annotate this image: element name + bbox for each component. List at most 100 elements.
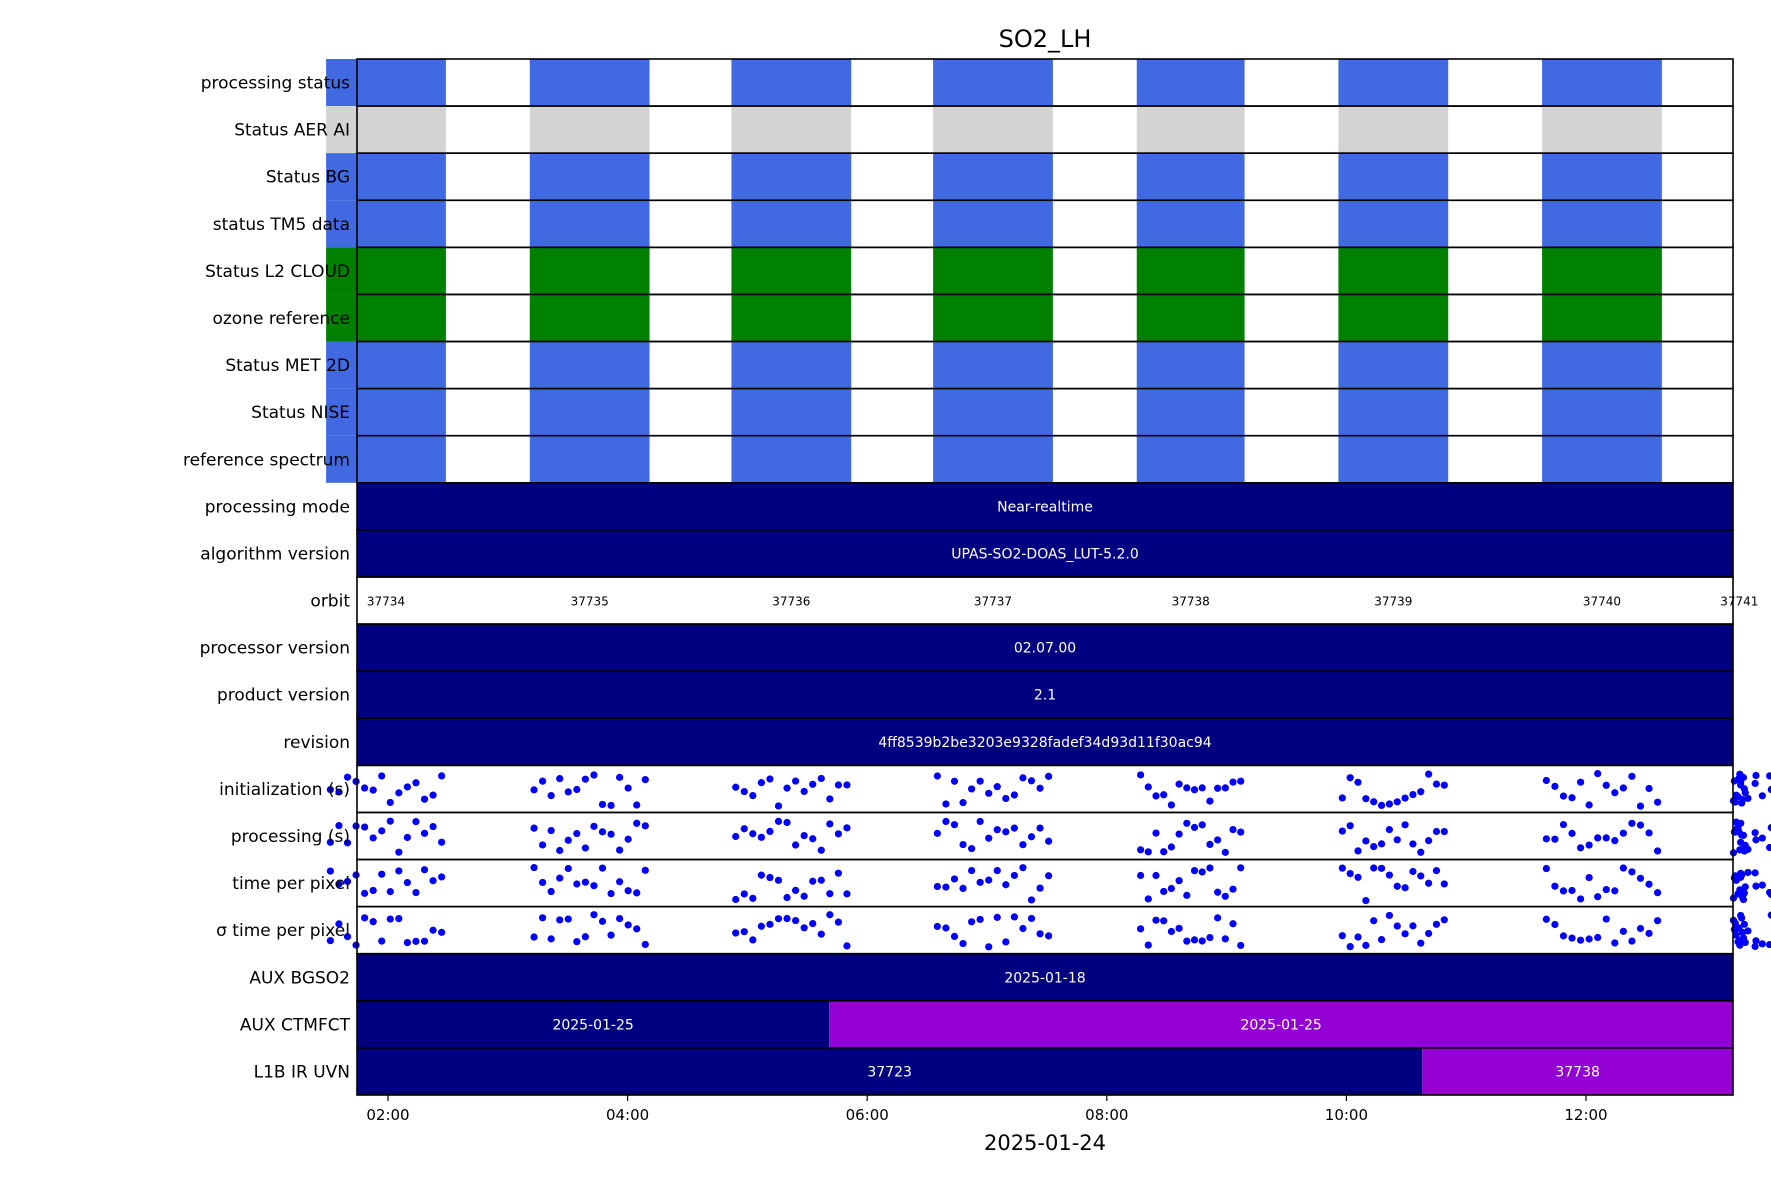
scatter-point: [378, 937, 386, 945]
scatter-point: [1653, 798, 1662, 806]
status-cell: [731, 388, 852, 436]
status-cell: [731, 435, 852, 483]
scatter-point: [1645, 880, 1653, 888]
row-10: UPAS-SO2-DOAS_LUT-5.2.0: [356, 529, 1734, 578]
scatter-point: [641, 940, 649, 949]
scatter-point: [386, 817, 394, 825]
scatter-point: [1766, 843, 1771, 852]
scatter-point: [1401, 884, 1409, 892]
status-cell: [1136, 59, 1245, 107]
scatter-point: [1758, 792, 1766, 800]
scatter-point: [420, 866, 429, 874]
status-cell: [529, 153, 650, 201]
status-cell: [326, 388, 446, 436]
scatter-point: [1417, 939, 1425, 947]
row-label: Status L2 CLOUD: [205, 262, 350, 282]
scatter-point: [1002, 828, 1010, 836]
scatter-point: [1409, 867, 1417, 876]
scatter-point: [369, 886, 377, 895]
x-tick-label: 12:00: [1564, 1106, 1607, 1124]
scatter-point: [1602, 834, 1610, 842]
scatter-point: [1401, 821, 1409, 829]
scatter-point: [438, 772, 446, 780]
scatter-point: [335, 821, 343, 830]
scatter-point: [1611, 887, 1619, 895]
row-frame: [356, 905, 1734, 955]
scatter-point: [1045, 932, 1053, 940]
scatter-point: [749, 830, 757, 838]
scatter-point: [1737, 838, 1745, 846]
x-tick-label: 02:00: [366, 1106, 409, 1124]
scatter-point: [1036, 884, 1044, 892]
scatter-point: [616, 915, 624, 923]
scatter-point: [1160, 791, 1168, 799]
scatter-point: [1576, 936, 1585, 944]
scatter-point: [352, 822, 360, 830]
scatter-point: [809, 877, 817, 885]
scatter-point: [1732, 818, 1740, 826]
scatter-point: [598, 800, 607, 809]
scatter-point: [783, 893, 791, 902]
scatter-point: [774, 915, 783, 923]
scatter-point: [757, 871, 765, 879]
scatter-point: [1636, 874, 1645, 882]
status-cell: [731, 59, 852, 107]
scatter-point: [607, 801, 615, 810]
scatter-point: [538, 914, 547, 922]
scatter-point: [361, 889, 369, 897]
scatter-point: [547, 826, 555, 835]
row-label: status TM5 data: [213, 215, 350, 235]
scatter-point: [403, 833, 411, 842]
scatter-point: [1002, 881, 1010, 889]
scatter-point: [343, 773, 352, 781]
status-cell: [731, 341, 852, 389]
scatter-point: [1137, 871, 1145, 880]
scatter-point: [1559, 820, 1568, 829]
x-axis-label: 2025-01-24: [984, 1131, 1106, 1155]
scatter-point: [335, 920, 343, 928]
status-cell: [1338, 341, 1449, 389]
scatter-point: [774, 802, 783, 810]
scatter-point: [641, 822, 649, 830]
scatter-point: [1737, 911, 1745, 920]
status-cell: [1542, 200, 1662, 248]
scatter-point: [1175, 830, 1183, 838]
scatter-point: [590, 822, 598, 830]
scatter-point: [1738, 799, 1746, 807]
scatter-point: [530, 786, 538, 794]
scatter-point: [976, 915, 984, 924]
scatter-point: [766, 873, 774, 882]
scatter-point: [967, 866, 976, 875]
scatter-point: [1737, 781, 1745, 789]
status-cell: [1542, 106, 1662, 154]
scatter-point: [740, 928, 748, 936]
scatter-point: [834, 918, 842, 926]
bar-segment-label: 2.1: [1034, 688, 1056, 704]
scatter-point: [985, 834, 993, 842]
scatter-point: [1559, 887, 1568, 895]
status-cell: [1542, 435, 1662, 483]
scatter-point: [933, 829, 941, 837]
scatter-point: [438, 873, 446, 881]
bar-segment-label: 4ff8539b2be3203e9328fadef34d93d11f30ac94: [878, 735, 1211, 751]
scatter-point: [967, 785, 976, 793]
scatter-point: [1645, 784, 1653, 793]
row-15: [326, 764, 1771, 814]
status-cell: [1338, 388, 1449, 436]
status-cell: [731, 153, 852, 201]
scatter-point: [403, 878, 411, 887]
scatter-point: [1045, 872, 1053, 880]
scatter-point: [1744, 845, 1752, 853]
row-8: [326, 434, 1734, 484]
scatter-point: [826, 890, 834, 898]
scatter-point: [1019, 841, 1027, 849]
scatter-point: [1385, 825, 1393, 834]
scatter-point: [950, 875, 959, 883]
status-cell: [529, 294, 650, 342]
scatter-point: [740, 787, 748, 796]
scatter-point: [1744, 794, 1752, 802]
scatter-point: [933, 922, 941, 931]
scatter-point: [1409, 922, 1417, 930]
status-cell: [933, 435, 1053, 483]
scatter-point: [1354, 778, 1362, 786]
